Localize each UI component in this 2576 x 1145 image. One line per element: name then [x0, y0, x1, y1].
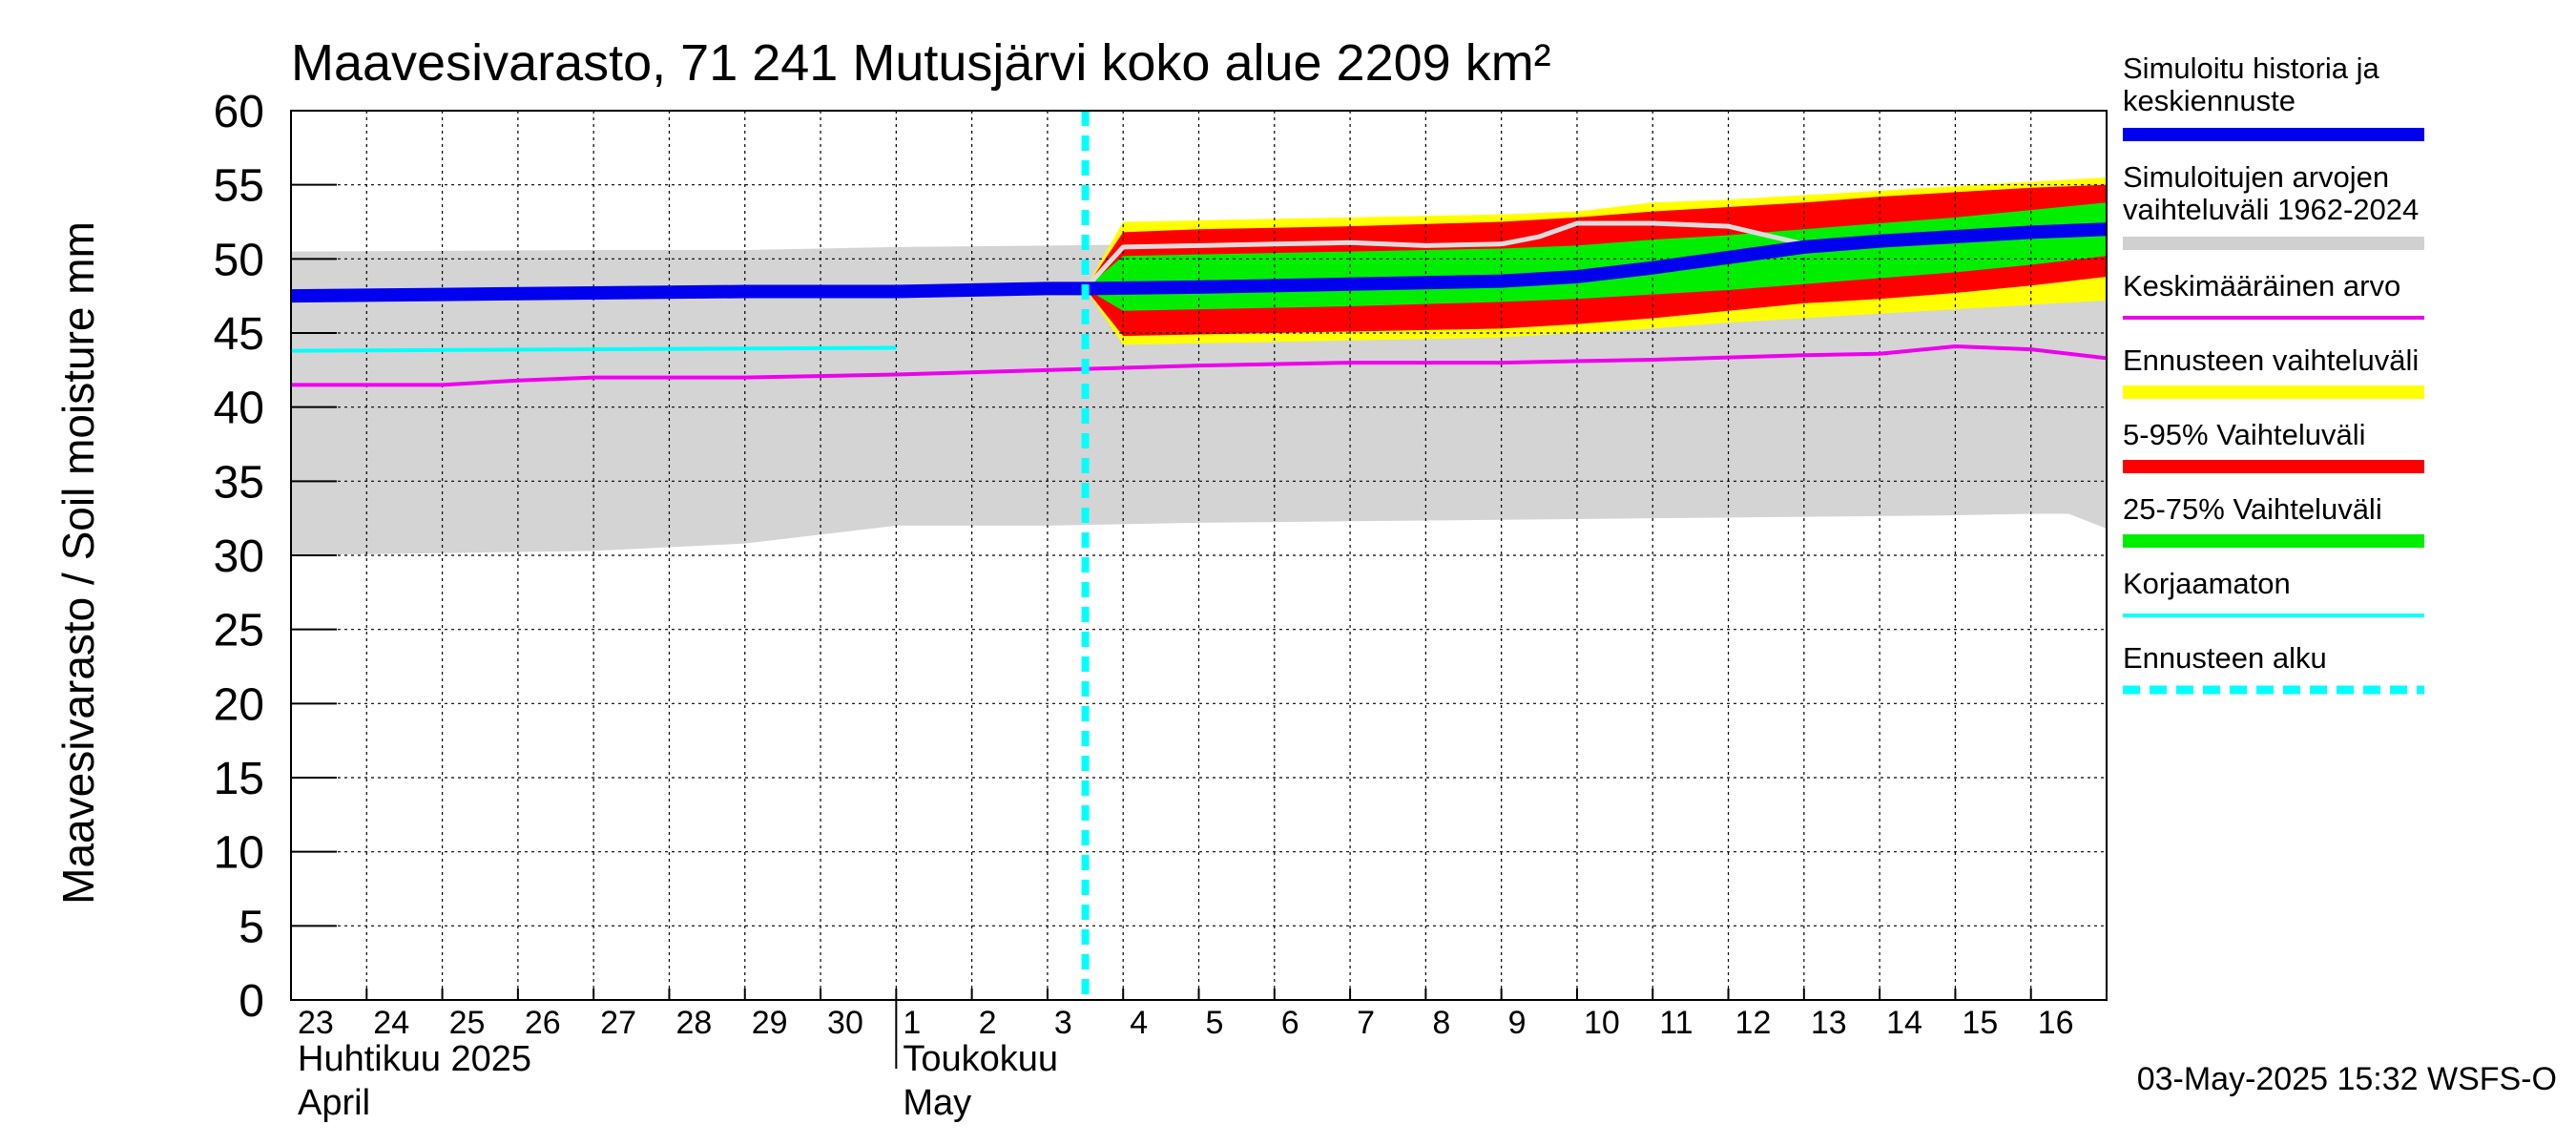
series-simulated-mean: [290, 222, 2108, 303]
y-tick-label: 0: [239, 976, 264, 1027]
series-uncorrected: [290, 345, 897, 353]
x-tick-label: 11: [1659, 1005, 1693, 1041]
x-tick-label: 2: [979, 1005, 997, 1041]
x-tick-label: 15: [1962, 1005, 1998, 1041]
y-tick-label: 15: [214, 754, 264, 804]
y-tick-label: 50: [214, 235, 264, 285]
series-forecast-historic-mean: [1083, 220, 1805, 291]
plot-area: [290, 111, 2108, 1000]
x-tick-label: 8: [1432, 1005, 1450, 1041]
month-label-fi: Huhtikuu 2025: [298, 1039, 531, 1079]
month-label-en: May: [903, 1083, 971, 1123]
x-tick-label: 28: [675, 1005, 712, 1041]
y-tick-label: 35: [214, 457, 264, 508]
x-tick-label: 27: [600, 1005, 636, 1041]
legend: Simuloitu historia ja keskiennuste Simuloi…: [2123, 52, 2424, 695]
legend-label: Simuloitu historia ja keskiennuste: [2123, 52, 2380, 117]
legend-label: Simuloitujen arvojen vaihteluväli 1962-20…: [2123, 160, 2419, 226]
x-tick-label: 30: [827, 1005, 863, 1041]
legend-label: Korjaamaton: [2123, 567, 2291, 600]
x-tick-label: 5: [1206, 1005, 1224, 1041]
month-label-en: April: [298, 1083, 370, 1123]
x-tick-label: 25: [449, 1005, 486, 1041]
x-tick-label: 3: [1054, 1005, 1072, 1041]
x-tick-label: 4: [1130, 1005, 1148, 1041]
y-tick-label: 40: [214, 384, 264, 434]
y-tick-label: 55: [214, 161, 264, 212]
y-tick-label: 20: [214, 679, 264, 730]
x-tick-label: 16: [2038, 1005, 2074, 1041]
chart-title: Maavesivarasto, 71 241 Mutusjärvi koko a…: [291, 34, 1551, 92]
x-tick-label: 14: [1886, 1005, 1922, 1041]
x-tick-label: 29: [752, 1005, 788, 1041]
y-tick-label: 30: [214, 531, 264, 582]
x-tick-label: 13: [1811, 1005, 1847, 1041]
y-tick-label: 45: [214, 309, 264, 360]
y-tick-label: 10: [214, 828, 264, 879]
x-tick-label: 12: [1735, 1005, 1772, 1041]
x-tick-label: 24: [373, 1005, 409, 1041]
y-tick-label: 60: [214, 87, 264, 137]
month-label-fi: Toukokuu: [903, 1039, 1058, 1079]
legend-label: Ennusteen vaihteluväli: [2123, 344, 2419, 377]
legend-label: 5-95% Vaihteluväli: [2123, 418, 2365, 451]
x-tick-label: 9: [1508, 1005, 1527, 1041]
series-average: [291, 344, 2108, 387]
y-axis-label: Maavesivarasto / Soil moisture mm: [53, 221, 103, 905]
legend-label: Ennusteen alku: [2123, 641, 2327, 675]
x-tick-label: 26: [525, 1005, 561, 1041]
x-tick-label: 1: [903, 1005, 921, 1041]
y-tick-label: 5: [239, 902, 264, 952]
x-tick-label: 7: [1357, 1005, 1375, 1041]
y-tick-label: 25: [214, 606, 264, 656]
x-tick-label: 23: [298, 1005, 334, 1041]
x-tick-label: 6: [1281, 1005, 1299, 1041]
timestamp: 03-May-2025 15:32 WSFS-O: [2137, 1061, 2557, 1097]
legend-label: Keskimääräinen arvo: [2123, 269, 2400, 302]
legend-label: 25-75% Vaihteluväli: [2123, 492, 2382, 526]
x-tick-label: 10: [1584, 1005, 1620, 1041]
